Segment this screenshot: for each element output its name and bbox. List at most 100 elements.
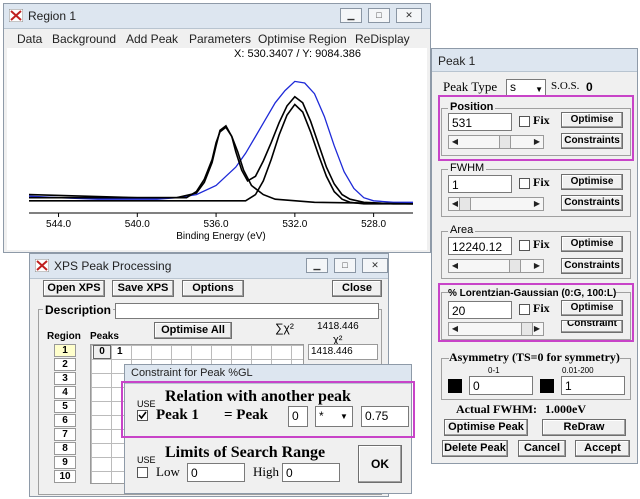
region-row-6[interactable]: 6 xyxy=(54,414,76,427)
high-input[interactable]: 0 xyxy=(282,463,340,482)
redraw-button[interactable]: ReDraw xyxy=(542,419,626,436)
peak-title: Peak 1 xyxy=(438,54,476,68)
asym-color-swatch-1[interactable] xyxy=(448,379,462,393)
region-window: Region 1 ▁ □ ✕ Data Background Add Peak … xyxy=(3,3,431,253)
ok-button[interactable]: OK xyxy=(358,445,402,483)
relation-use-checkbox[interactable] xyxy=(137,410,148,421)
area-optimise-button[interactable]: Optimise xyxy=(561,236,623,252)
scroll-right-icon[interactable]: ▶ xyxy=(533,137,541,146)
region-row-2[interactable]: 2 xyxy=(54,358,76,371)
fwhm-fix-checkbox[interactable] xyxy=(519,178,530,189)
lg-fix-checkbox[interactable] xyxy=(519,304,530,315)
maximize-icon[interactable]: □ xyxy=(368,8,390,23)
slider-thumb[interactable] xyxy=(509,260,521,272)
region-title: Region 1 xyxy=(28,9,77,23)
region-row-3[interactable]: 3 xyxy=(54,372,76,385)
lg-input[interactable]: 20 xyxy=(448,301,512,319)
fwhm-slider[interactable]: ◀ ▶ xyxy=(448,197,544,211)
region-row-7[interactable]: 7 xyxy=(54,428,76,441)
open-xps-button[interactable]: Open XPS xyxy=(43,280,105,297)
position-fix-label: Fix xyxy=(533,113,550,127)
menu-data[interactable]: Data xyxy=(17,32,43,46)
region-list[interactable]: 1 2 3 4 5 6 7 8 9 10 xyxy=(54,344,78,484)
factor-input[interactable]: 0.75 xyxy=(361,406,409,427)
fwhm-input[interactable]: 1 xyxy=(448,175,512,193)
position-fix-checkbox[interactable] xyxy=(519,116,530,127)
slider-thumb[interactable] xyxy=(459,198,471,210)
peak-number-0[interactable]: 0 xyxy=(93,345,111,359)
region-row-10[interactable]: 10 xyxy=(54,470,76,483)
accept-button[interactable]: Accept xyxy=(575,440,630,457)
asym-input-2[interactable]: 1 xyxy=(561,376,625,395)
lg-constraints-label: Constraint xyxy=(567,320,617,329)
peak-titlebar[interactable]: Peak 1 xyxy=(432,49,637,72)
scroll-left-icon[interactable]: ◀ xyxy=(451,261,459,270)
lg-optimise-button[interactable]: Optimise xyxy=(561,300,623,316)
fwhm-fix-label: Fix xyxy=(533,175,550,189)
asym-range-2: 0.01-200 xyxy=(562,366,594,375)
scroll-left-icon[interactable]: ◀ xyxy=(451,137,459,146)
position-constraints-button[interactable]: Constraints xyxy=(561,133,623,149)
scroll-left-icon[interactable]: ◀ xyxy=(451,199,459,208)
menu-optimise-region[interactable]: Optimise Region xyxy=(258,32,347,46)
constraint-title: Constraint for Peak %GL xyxy=(131,367,253,379)
optimise-all-button[interactable]: Optimise All xyxy=(154,322,232,339)
options-button[interactable]: Options xyxy=(182,280,244,297)
slider-thumb[interactable] xyxy=(499,136,511,148)
xps-titlebar[interactable]: XPS Peak Processing ▁ □ ✕ xyxy=(30,254,388,279)
description-input[interactable] xyxy=(115,303,379,319)
area-constraints-button[interactable]: Constraints xyxy=(561,258,623,274)
peak-type-select[interactable]: s ▼ xyxy=(506,79,546,96)
region-row-1[interactable]: 1 xyxy=(54,344,76,357)
operator-value: * xyxy=(319,409,324,423)
constraint-titlebar[interactable]: Constraint for Peak %GL xyxy=(125,365,411,384)
position-optimise-button[interactable]: Optimise xyxy=(561,112,623,128)
lg-constraints-button[interactable]: Constraint xyxy=(561,320,623,333)
minimize-icon[interactable]: ▁ xyxy=(340,8,362,23)
menu-redisplay[interactable]: ReDisplay xyxy=(355,32,410,46)
save-xps-button[interactable]: Save XPS xyxy=(112,280,174,297)
close-icon[interactable]: ✕ xyxy=(362,258,388,273)
peak-number-1[interactable]: 1 xyxy=(117,346,123,357)
lg-slider[interactable]: ◀ ▶ xyxy=(448,322,544,336)
component-peak-2 xyxy=(29,103,413,205)
menu-parameters[interactable]: Parameters xyxy=(189,32,252,46)
position-input[interactable]: 531 xyxy=(448,113,512,131)
delete-peak-button[interactable]: Delete Peak xyxy=(442,440,508,457)
menu-add-peak[interactable]: Add Peak xyxy=(126,32,179,46)
asym-input-1[interactable]: 0 xyxy=(469,376,533,395)
related-peak-input[interactable]: 0 xyxy=(288,406,308,427)
region-row-4[interactable]: 4 xyxy=(54,386,76,399)
operator-select[interactable]: * ▼ xyxy=(315,406,353,427)
scroll-right-icon[interactable]: ▶ xyxy=(533,261,541,270)
peak-type-value: s xyxy=(510,80,516,94)
menu-background[interactable]: Background xyxy=(52,32,117,46)
region-titlebar[interactable]: Region 1 ▁ □ ✕ xyxy=(4,4,430,29)
cancel-button[interactable]: Cancel xyxy=(518,440,566,457)
fwhm-group: FWHM xyxy=(441,162,631,217)
x-tick-label: 540.0 xyxy=(125,219,150,230)
fwhm-constraints-button[interactable]: Constraints xyxy=(561,195,623,211)
scroll-right-icon[interactable]: ▶ xyxy=(533,199,541,208)
region-row-9[interactable]: 9 xyxy=(54,456,76,469)
area-slider[interactable]: ◀ ▶ xyxy=(448,259,544,273)
region-row-5[interactable]: 5 xyxy=(54,400,76,413)
minimize-icon[interactable]: ▁ xyxy=(306,258,328,273)
low-input[interactable]: 0 xyxy=(187,463,245,482)
region-row-8[interactable]: 8 xyxy=(54,442,76,455)
scroll-left-icon[interactable]: ◀ xyxy=(451,324,459,333)
asym-color-swatch-2[interactable] xyxy=(540,379,554,393)
close-button[interactable]: Close xyxy=(332,280,382,297)
optimise-peak-button[interactable]: Optimise Peak xyxy=(444,419,528,436)
area-input[interactable]: 12240.12 xyxy=(448,237,512,255)
maximize-icon[interactable]: □ xyxy=(334,258,356,273)
plot-area[interactable]: X: 530.3407 / Y: 9084.386 544.0 540.0 536.… xyxy=(7,48,427,250)
limits-use-checkbox[interactable] xyxy=(137,467,148,478)
fwhm-optimise-button[interactable]: Optimise xyxy=(561,174,623,190)
slider-thumb[interactable] xyxy=(521,323,533,335)
area-fix-checkbox[interactable] xyxy=(519,240,530,251)
position-slider[interactable]: ◀ ▶ xyxy=(448,135,544,149)
scroll-right-icon[interactable]: ▶ xyxy=(533,324,541,333)
close-icon[interactable]: ✕ xyxy=(396,8,422,23)
cursor-coordinates: X: 530.3407 / Y: 9084.386 xyxy=(234,48,362,60)
